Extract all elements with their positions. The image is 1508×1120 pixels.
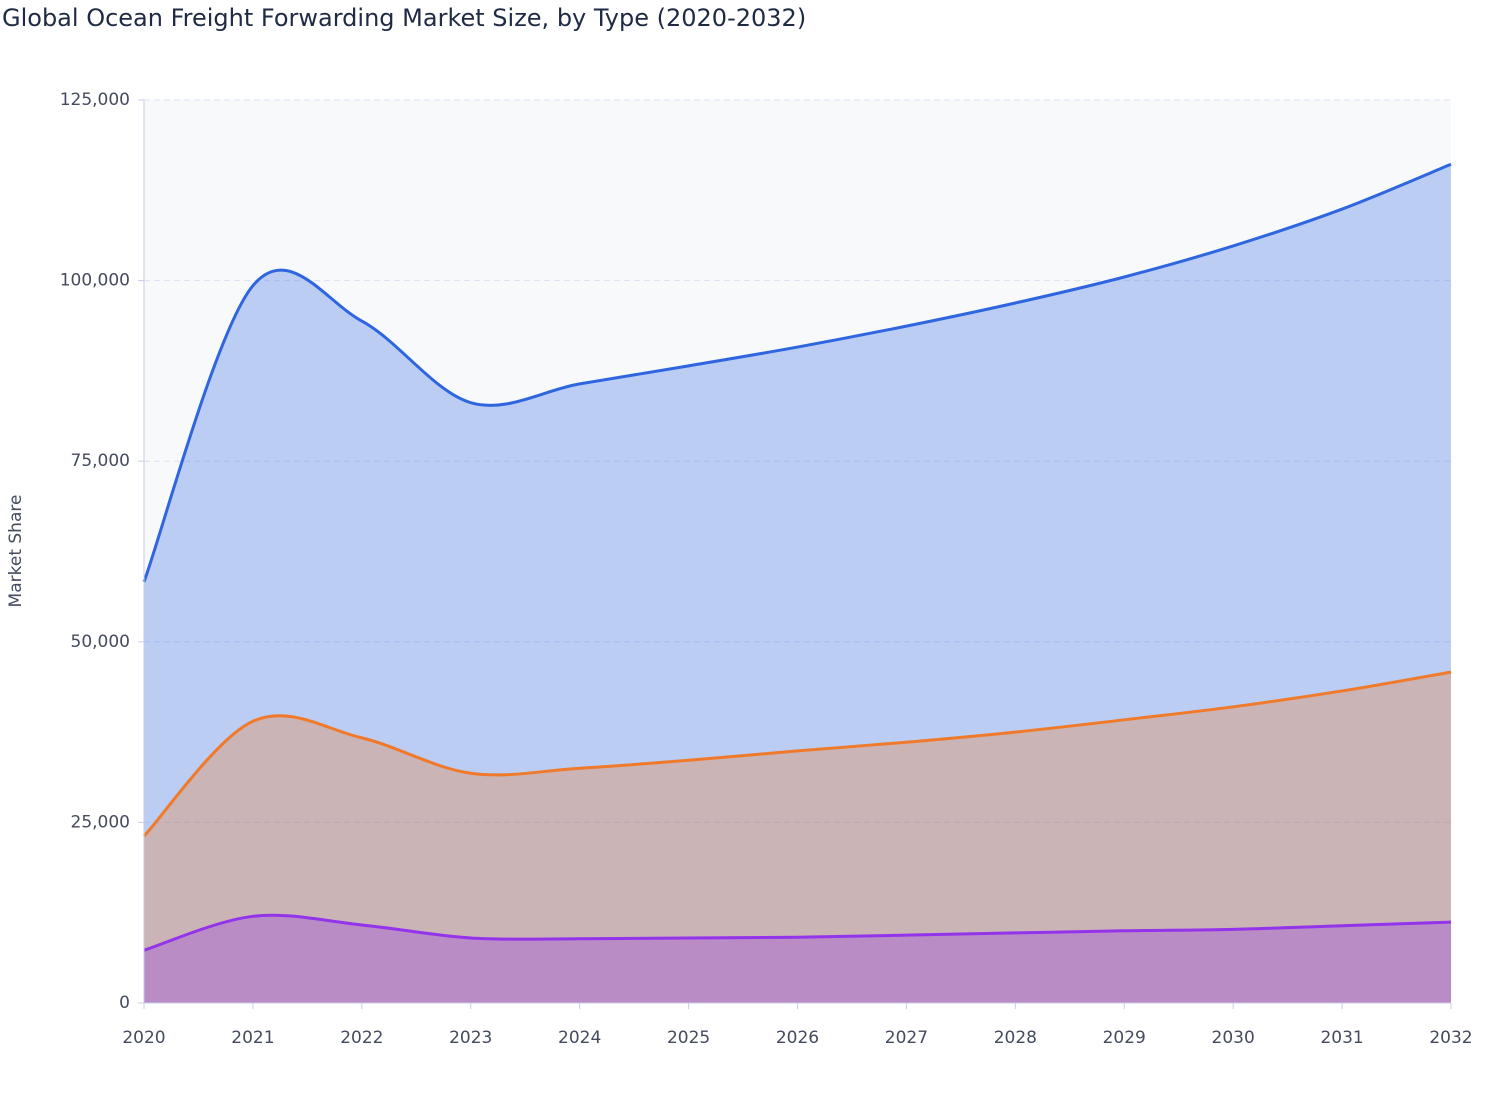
x-tick-label: 2026 [776,1028,819,1048]
line [142,670,1452,838]
x-tick-label: 2029 [1103,1028,1146,1048]
y-tick-label: 0 [119,993,130,1013]
x-tick-label: 2025 [667,1028,710,1048]
x-tick-label: 2028 [994,1028,1037,1048]
line [142,162,1452,583]
x-tick-label: 2021 [231,1028,274,1048]
y-axis-title: Market Share [6,495,26,608]
x-tick-label: 2020 [122,1028,165,1048]
x-tick-label: 2030 [1212,1028,1255,1048]
line [143,913,1452,952]
y-tick-label: 100,000 [60,271,130,291]
area [144,164,1451,1004]
x-tick-label: 2024 [558,1028,601,1048]
x-tick-label: 2032 [1429,1028,1472,1048]
x-tick-label: 2023 [449,1028,492,1048]
y-tick-label: 75,000 [71,451,130,471]
area [144,915,1451,1003]
area [144,672,1451,1003]
x-tick-label: 2022 [340,1028,383,1048]
y-tick-label: 125,000 [60,90,130,110]
plot-background [144,100,1451,1003]
x-tick-label: 2027 [885,1028,928,1048]
chart-title: Global Ocean Freight Forwarding Market S… [2,4,806,32]
x-tick-label: 2031 [1320,1028,1363,1048]
y-tick-label: 50,000 [71,632,130,652]
y-tick-label: 25,000 [71,812,130,832]
